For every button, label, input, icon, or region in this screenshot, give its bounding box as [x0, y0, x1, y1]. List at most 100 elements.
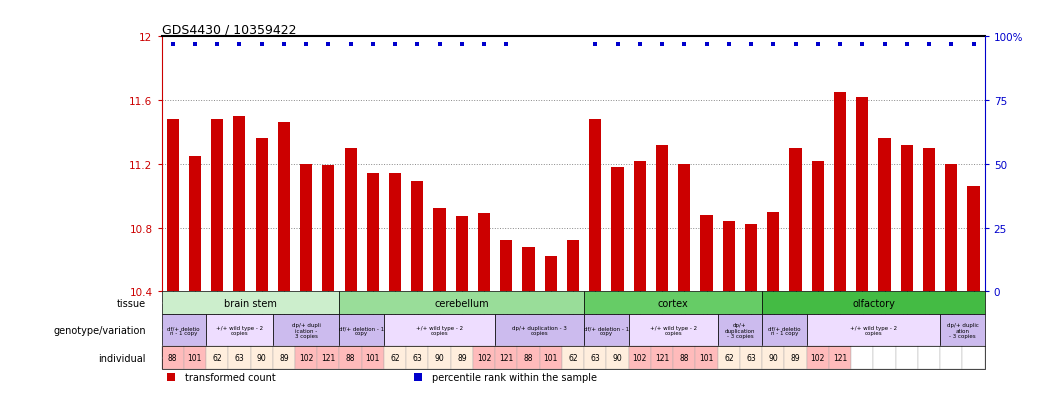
Text: transformed count: transformed count — [184, 372, 275, 382]
Text: cerebellum: cerebellum — [435, 298, 489, 308]
Text: 101: 101 — [188, 353, 202, 362]
Bar — [745, 225, 758, 292]
Bar — [317, 346, 340, 369]
Bar — [812, 161, 824, 292]
Text: 62: 62 — [391, 353, 400, 362]
Text: df/+ deletion - 1
copy: df/+ deletion - 1 copy — [340, 325, 384, 336]
Bar — [495, 315, 585, 346]
Bar — [923, 149, 935, 292]
Bar — [857, 97, 868, 292]
Bar — [162, 315, 206, 346]
Text: 63: 63 — [413, 353, 422, 362]
Text: 62: 62 — [724, 353, 734, 362]
Bar — [967, 187, 979, 292]
Bar — [162, 346, 183, 369]
Text: 88: 88 — [679, 353, 689, 362]
Text: 90: 90 — [768, 353, 778, 362]
Bar — [585, 292, 762, 315]
Bar — [518, 346, 540, 369]
Bar — [250, 346, 273, 369]
Bar — [340, 315, 384, 346]
Bar — [612, 168, 624, 292]
Text: tissue: tissue — [117, 298, 146, 308]
Bar — [428, 346, 451, 369]
Bar — [790, 149, 801, 292]
Bar — [206, 346, 228, 369]
Bar — [963, 346, 985, 369]
Text: dp/+
duplication
- 3 copies: dp/+ duplication - 3 copies — [724, 323, 755, 338]
Text: 63: 63 — [234, 353, 244, 362]
Bar — [807, 346, 829, 369]
Text: 63: 63 — [591, 353, 600, 362]
Text: 62: 62 — [213, 353, 222, 362]
Text: 88: 88 — [346, 353, 355, 362]
Text: 121: 121 — [321, 353, 336, 362]
Text: 90: 90 — [435, 353, 445, 362]
Text: dp/+ duplication - 3
copies: dp/+ duplication - 3 copies — [513, 325, 567, 336]
Bar — [495, 346, 518, 369]
Bar — [545, 256, 557, 292]
Text: df/+ deletion - 1
copy: df/+ deletion - 1 copy — [584, 325, 629, 336]
Text: df/+ deletio
n - 1 copy: df/+ deletio n - 1 copy — [768, 325, 800, 336]
Text: 102: 102 — [477, 353, 491, 362]
Bar — [362, 346, 384, 369]
Bar — [300, 164, 313, 292]
Bar — [651, 346, 673, 369]
Bar — [878, 139, 891, 292]
Text: 88: 88 — [524, 353, 534, 362]
Bar — [718, 346, 740, 369]
Bar — [723, 222, 735, 292]
Bar — [295, 346, 317, 369]
Bar — [656, 145, 668, 292]
Bar — [851, 346, 873, 369]
Bar — [212, 120, 223, 292]
Bar — [406, 346, 428, 369]
Bar — [606, 346, 628, 369]
Bar — [273, 346, 295, 369]
Text: 102: 102 — [632, 353, 647, 362]
Bar — [918, 346, 940, 369]
Bar — [473, 346, 495, 369]
Text: 121: 121 — [499, 353, 514, 362]
Text: +/+ wild type - 2
copies: +/+ wild type - 2 copies — [216, 325, 263, 336]
Bar — [278, 123, 290, 292]
Text: 62: 62 — [568, 353, 578, 362]
Bar — [189, 157, 201, 292]
Bar — [500, 241, 513, 292]
Bar — [762, 315, 807, 346]
Text: +/+ wild type - 2
copies: +/+ wild type - 2 copies — [649, 325, 697, 336]
Bar — [700, 215, 713, 292]
Bar — [673, 346, 695, 369]
Bar — [940, 315, 985, 346]
Bar — [834, 93, 846, 292]
Bar — [628, 315, 718, 346]
Bar — [384, 346, 406, 369]
Text: 101: 101 — [544, 353, 559, 362]
Text: cortex: cortex — [658, 298, 689, 308]
Bar — [389, 174, 401, 292]
Text: 88: 88 — [168, 353, 177, 362]
Text: dp/+ duplic
ation
- 3 copies: dp/+ duplic ation - 3 copies — [946, 323, 978, 338]
Bar — [273, 315, 340, 346]
Text: brain stem: brain stem — [224, 298, 277, 308]
Text: 90: 90 — [613, 353, 622, 362]
Bar — [945, 164, 958, 292]
Bar — [384, 315, 495, 346]
Text: 121: 121 — [833, 353, 847, 362]
Bar — [255, 139, 268, 292]
Bar — [628, 346, 651, 369]
Text: df/+ deletio
n - 1 copy: df/+ deletio n - 1 copy — [168, 325, 200, 336]
Bar — [589, 120, 601, 292]
Bar — [206, 315, 273, 346]
Text: 102: 102 — [299, 353, 314, 362]
Bar — [873, 346, 896, 369]
Bar — [322, 166, 334, 292]
Bar — [740, 346, 762, 369]
Text: individual: individual — [98, 353, 146, 363]
Bar — [522, 247, 535, 292]
Text: percentile rank within the sample: percentile rank within the sample — [431, 372, 596, 382]
Bar — [762, 346, 785, 369]
Text: 89: 89 — [791, 353, 800, 362]
Bar — [478, 214, 490, 292]
Text: GDS4430 / 10359422: GDS4430 / 10359422 — [162, 23, 296, 36]
